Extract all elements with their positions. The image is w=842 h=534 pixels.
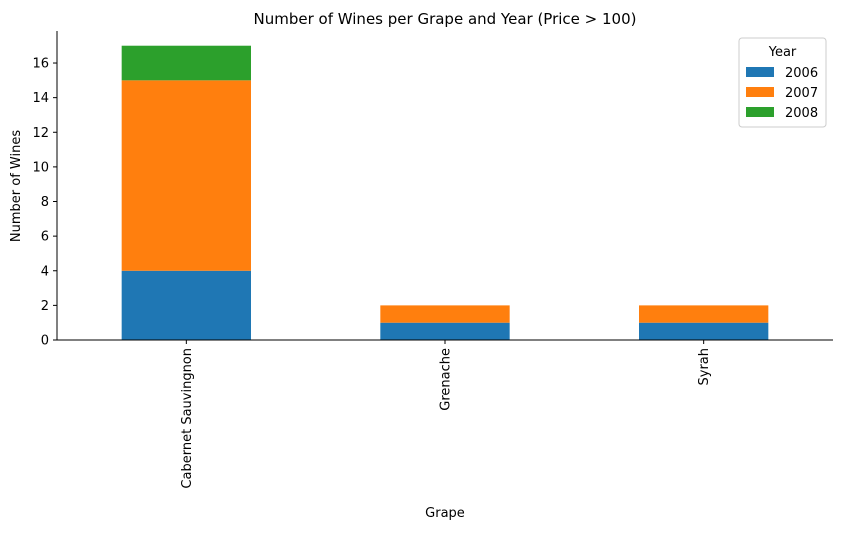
legend-entries: 2006 2007 2008 <box>746 66 818 121</box>
legend-label-2008: 2008 <box>785 106 818 121</box>
legend: Year 2006 2007 2008 <box>738 37 827 128</box>
y-tick-label: 16 <box>32 57 49 72</box>
y-tick-label: 0 <box>41 334 49 349</box>
bar-2006-0 <box>121 270 251 340</box>
x-tick-label: Syrah <box>697 348 712 386</box>
y-tick-label: 10 <box>32 160 49 175</box>
y-tick-label: 8 <box>41 195 49 210</box>
x-tick-label: Cabernet Sauvingnon <box>180 348 195 489</box>
bars-group <box>121 45 769 340</box>
y-tick-label: 4 <box>41 264 49 279</box>
bar-2007-0 <box>121 80 251 271</box>
legend-swatch-2007 <box>746 87 774 97</box>
y-tick-label: 2 <box>41 299 49 314</box>
chart-title: Number of Wines per Grape and Year (Pric… <box>254 10 637 28</box>
legend-label-2007: 2007 <box>785 86 818 101</box>
y-tick-label: 14 <box>32 91 49 106</box>
bar-2007-1 <box>380 305 510 323</box>
bar-2008-0 <box>121 45 251 81</box>
y-axis-label: Number of Wines <box>9 130 24 242</box>
y-ticks-group: 0 2 4 6 8 10 12 14 16 <box>32 57 57 349</box>
legend-label-2006: 2006 <box>785 66 818 81</box>
y-tick-label: 12 <box>32 126 49 141</box>
legend-title: Year <box>768 45 797 60</box>
y-tick-label: 6 <box>41 230 49 245</box>
x-ticks-group: Cabernet Sauvingnon Grenache Syrah <box>180 340 712 489</box>
legend-box <box>738 37 827 128</box>
legend-swatch-2006 <box>746 67 774 77</box>
legend-swatch-2008 <box>746 107 774 117</box>
x-tick-label: Grenache <box>439 348 454 411</box>
bar-2007-2 <box>639 305 769 323</box>
bar-2006-1 <box>380 322 510 340</box>
x-axis-label: Grape <box>425 506 465 521</box>
bar-2006-2 <box>639 322 769 340</box>
